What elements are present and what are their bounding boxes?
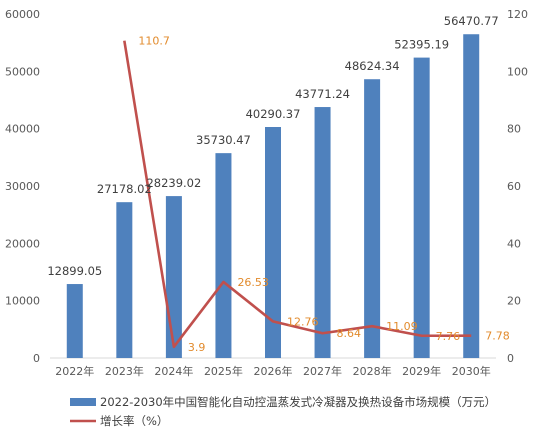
y-right-tick-label: 40 bbox=[507, 237, 521, 250]
y-left-tick-label: 60000 bbox=[5, 8, 40, 21]
bar bbox=[364, 79, 381, 358]
y-left-tick-label: 10000 bbox=[5, 295, 40, 308]
bar-data-label: 27178.02 bbox=[97, 182, 152, 196]
y-left-tick-label: 50000 bbox=[5, 65, 40, 78]
x-tick-label: 2026年 bbox=[254, 364, 293, 378]
x-tick-label: 2022年 bbox=[55, 364, 94, 378]
legend-bar-swatch bbox=[70, 398, 96, 406]
x-tick-label: 2029年 bbox=[402, 364, 441, 378]
bar bbox=[413, 57, 430, 358]
x-tick-label: 2027年 bbox=[303, 364, 342, 378]
line-data-label: 12.76 bbox=[287, 315, 319, 328]
y-right-tick-label: 20 bbox=[507, 295, 521, 308]
bar-data-label: 35730.47 bbox=[196, 133, 251, 147]
y-right-tick-label: 60 bbox=[507, 180, 521, 193]
x-tick-label: 2023年 bbox=[105, 364, 144, 378]
y-right-tick-label: 80 bbox=[507, 123, 521, 136]
bar-data-label: 56470.77 bbox=[444, 14, 499, 28]
y-right-tick-label: 0 bbox=[507, 352, 514, 365]
x-tick-label: 2025年 bbox=[204, 364, 243, 378]
bar bbox=[165, 196, 182, 358]
bar-data-label: 12899.05 bbox=[47, 264, 102, 278]
x-tick-label: 2024年 bbox=[154, 364, 193, 378]
y-left-tick-label: 20000 bbox=[5, 237, 40, 250]
bar bbox=[314, 107, 331, 358]
bar bbox=[116, 202, 133, 358]
bar-data-label: 28239.02 bbox=[146, 176, 201, 190]
line-data-label: 110.7 bbox=[138, 35, 170, 48]
legend-line-label: 增长率（%） bbox=[100, 414, 168, 428]
line-data-label: 7.78 bbox=[485, 330, 510, 343]
legend: 2022-2030年中国智能化自动控温蒸发式冷凝器及换热设备市场规模（万元） 增长… bbox=[70, 395, 496, 428]
y-left-tick-label: 40000 bbox=[5, 123, 40, 136]
y-left-tick-label: 0 bbox=[33, 352, 40, 365]
bar-data-label: 40290.37 bbox=[246, 107, 301, 121]
line-data-label: 26.53 bbox=[237, 276, 269, 289]
line-data-label: 3.9 bbox=[188, 341, 206, 354]
line-data-label: 11.09 bbox=[386, 320, 418, 333]
bar bbox=[215, 153, 232, 358]
bar bbox=[66, 284, 83, 358]
line-data-label: 7.76 bbox=[436, 330, 461, 343]
x-tick-label: 2030年 bbox=[452, 364, 491, 378]
axes: 0 10000 20000 30000 40000 50000 60000 0 20 40 60 80… bbox=[5, 8, 528, 378]
line-data-label: 8.64 bbox=[337, 327, 362, 340]
bar-data-label: 43771.24 bbox=[295, 87, 350, 101]
y-right-tick-label: 100 bbox=[507, 65, 528, 78]
x-tick-label: 2028年 bbox=[353, 364, 392, 378]
growth-line bbox=[123, 40, 472, 349]
y-left-tick-label: 30000 bbox=[5, 180, 40, 193]
legend-bar-label: 2022-2030年中国智能化自动控温蒸发式冷凝器及换热设备市场规模（万元） bbox=[100, 395, 496, 409]
y-right-tick-label: 120 bbox=[507, 8, 528, 21]
bar-data-label: 52395.19 bbox=[394, 38, 449, 52]
bars bbox=[66, 34, 480, 358]
bar bbox=[463, 34, 480, 358]
growth-rate-line bbox=[123, 40, 472, 349]
bar bbox=[265, 127, 281, 358]
bar-data-label: 48624.34 bbox=[345, 59, 400, 73]
